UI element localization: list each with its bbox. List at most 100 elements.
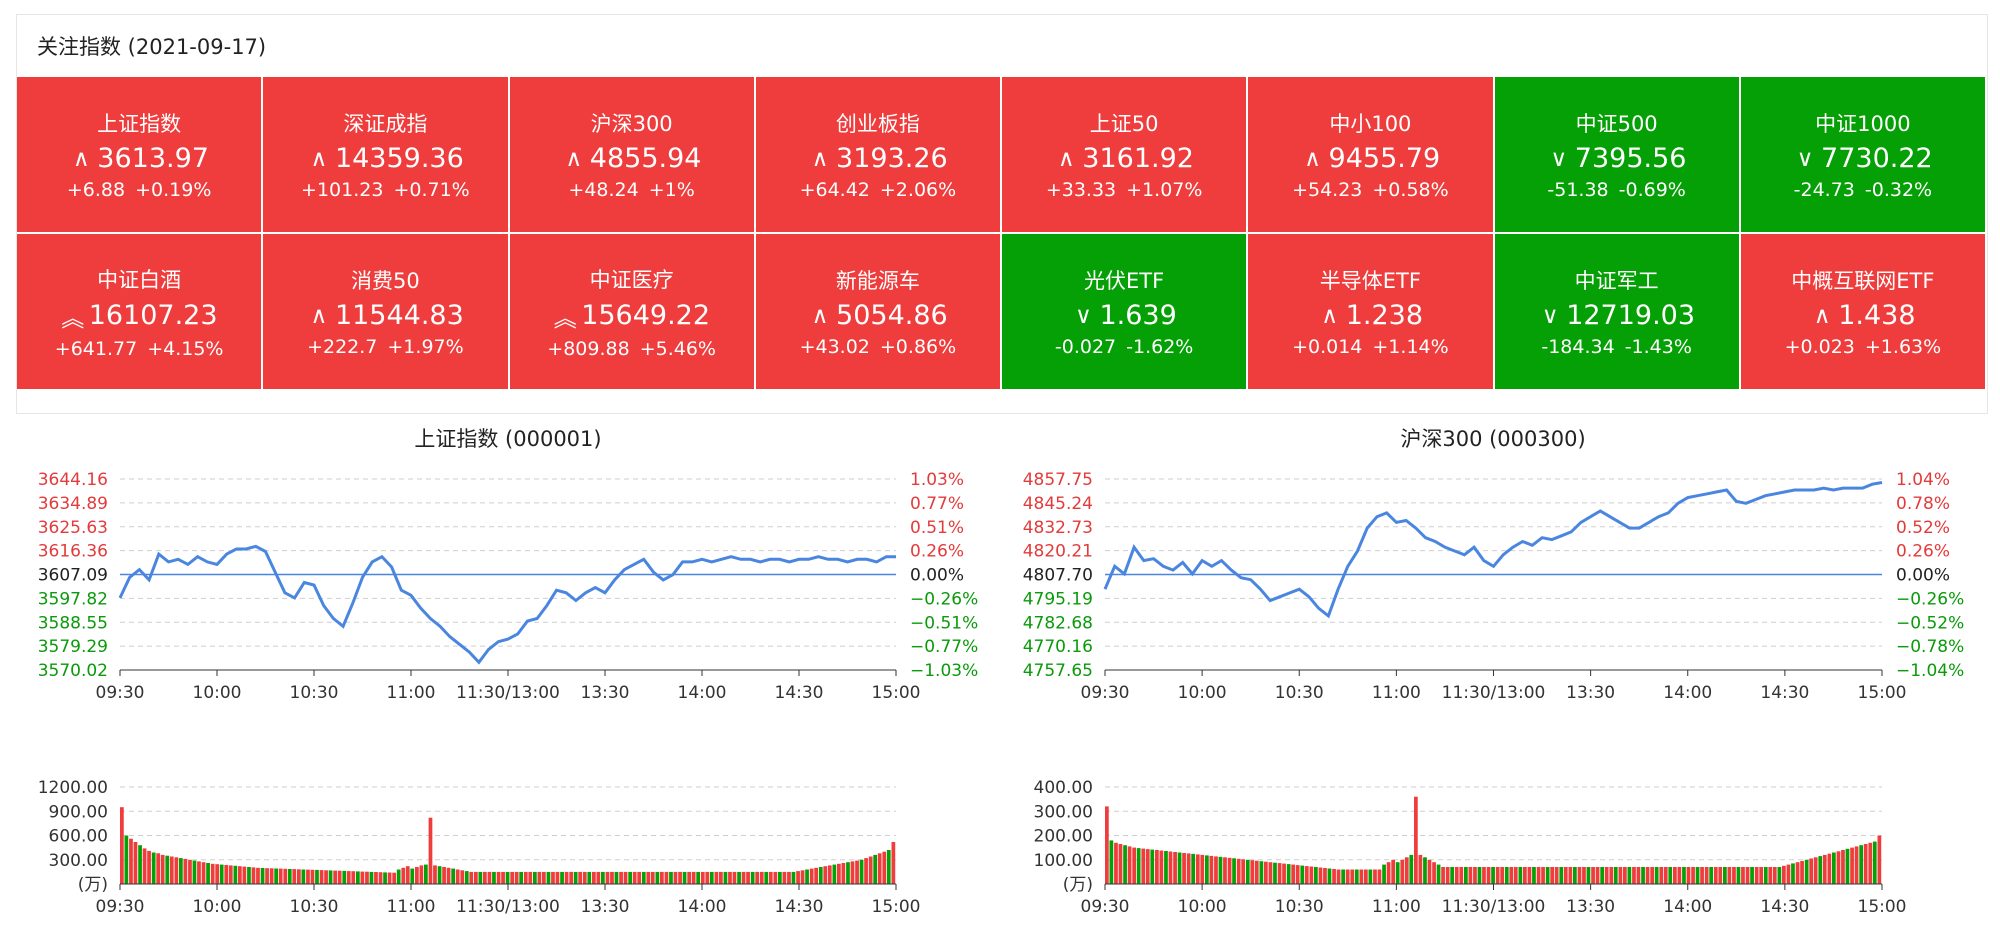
- index-price-row: ∧ 14359.36: [307, 143, 464, 174]
- volume-bar: [1509, 867, 1514, 884]
- volume-bar: [1359, 869, 1364, 884]
- y-tick-label: 4795.19: [1023, 589, 1093, 609]
- volume-bar: [578, 871, 583, 884]
- index-tile[interactable]: 中证白酒 ︽ 16107.23 +641.77 +4.15%: [17, 234, 264, 391]
- index-price-row: ∧ 11544.83: [307, 300, 464, 331]
- volume-bar: [437, 866, 442, 884]
- index-change: +6.88: [66, 179, 126, 201]
- index-tile[interactable]: 中证500 ∨ 7395.56 -51.38 -0.69%: [1494, 77, 1741, 234]
- volume-bar: [1200, 854, 1205, 884]
- volume-bar: [569, 871, 574, 884]
- volume-bar: [274, 868, 279, 884]
- volume-bar: [1105, 806, 1109, 884]
- volume-bar: [1741, 867, 1745, 884]
- volume-bar: [1677, 867, 1682, 884]
- volume-bar: [247, 867, 251, 884]
- volume-bar: [1191, 853, 1196, 884]
- volume-bar: [1695, 867, 1700, 884]
- volume-bar: [809, 868, 814, 884]
- volume-bar: [805, 869, 809, 884]
- index-change: -24.73: [1793, 179, 1855, 201]
- volume-bar: [124, 835, 129, 884]
- volume-bar: [260, 868, 265, 884]
- index-price: 3193.26: [836, 143, 948, 174]
- up-arrow-icon: ∧: [811, 302, 829, 329]
- volume-bar: [319, 870, 324, 884]
- y-tick-label: 3579.29: [38, 637, 108, 657]
- volume-bar: [519, 871, 524, 884]
- volume-bar: [1541, 867, 1545, 884]
- index-grid: 上证指数 ∧ 3613.97 +6.88 +0.19% 深证成指 ∧ 14359.…: [17, 77, 1987, 391]
- y-tick-label: 4757.65: [1023, 661, 1093, 681]
- index-change-row: +222.7 +1.97%: [302, 336, 469, 358]
- volume-bar: [251, 867, 256, 884]
- index-tile[interactable]: 深证成指 ∧ 14359.36 +101.23 +0.71%: [263, 77, 510, 234]
- y-tick-pct-label: −0.77%: [910, 637, 978, 657]
- index-tile[interactable]: 中概互联网ETF ∧ 1.438 +0.023 +1.63%: [1740, 234, 1987, 391]
- index-tile[interactable]: 上证50 ∧ 3161.92 +33.33 +1.07%: [1002, 77, 1249, 234]
- volume-bar: [374, 872, 378, 884]
- volume-bar: [1536, 867, 1541, 884]
- volume-bar: [206, 863, 210, 884]
- index-change-row: +101.23 +0.71%: [296, 179, 475, 201]
- y-tick-label: 3607.09: [38, 566, 108, 586]
- volume-bar: [655, 871, 660, 884]
- volume-bar: [1377, 869, 1382, 884]
- index-change-row: -0.027 -1.62%: [1050, 336, 1198, 358]
- index-name: 上证50: [1089, 112, 1159, 136]
- volume-bar: [1872, 841, 1877, 884]
- up-arrow-icon: ∧: [1057, 145, 1075, 172]
- y-tick-pct-label: 0.26%: [1896, 542, 1950, 562]
- volume-bar: [120, 807, 124, 884]
- volume-bar: [1654, 867, 1659, 884]
- index-tile[interactable]: 中小100 ∧ 9455.79 +54.23 +0.58%: [1248, 77, 1495, 234]
- index-change-row: +641.77 +4.15%: [50, 338, 229, 360]
- index-tile[interactable]: 中证军工 ∨ 12719.03 -184.34 -1.43%: [1494, 234, 1741, 391]
- volume-bar: [1254, 860, 1259, 884]
- index-tile[interactable]: 上证指数 ∧ 3613.97 +6.88 +0.19%: [17, 77, 264, 234]
- index-tile[interactable]: 半导体ETF ∧ 1.238 +0.014 +1.14%: [1248, 234, 1495, 391]
- volume-bar: [632, 871, 637, 884]
- chart-title: 沪深300 (000300): [1400, 427, 1585, 451]
- volume-bar: [778, 871, 782, 884]
- x-tick-label: 13:30: [1566, 683, 1615, 703]
- volume-bar: [424, 864, 428, 884]
- index-tile[interactable]: 光伏ETF ∨ 1.639 -0.027 -1.62%: [1002, 234, 1249, 391]
- volume-bar: [1495, 867, 1500, 884]
- index-price-row: ∧ 1.438: [1810, 300, 1916, 331]
- y-tick-pct-label: −0.26%: [910, 589, 978, 609]
- index-price-row: ∧ 3613.97: [69, 143, 209, 174]
- index-tile[interactable]: 沪深300 ∧ 4855.94 +48.24 +1%: [509, 77, 756, 234]
- index-change-pct: +1%: [648, 179, 695, 201]
- volume-bar: [818, 867, 823, 884]
- volume-bar: [179, 858, 183, 884]
- volume-bar: [1368, 869, 1373, 884]
- index-tile[interactable]: 新能源车 ∧ 5054.86 +43.02 +0.86%: [755, 234, 1002, 391]
- index-tile[interactable]: 消费50 ∧ 11544.83 +222.7 +1.97%: [263, 234, 510, 391]
- up-arrow-icon: ∧: [811, 145, 829, 172]
- index-price: 1.238: [1345, 300, 1424, 331]
- volume-bar: [1809, 858, 1814, 884]
- volume-bar: [238, 866, 242, 884]
- volume-bar: [1518, 867, 1523, 884]
- x-tick-label: 14:30: [775, 897, 824, 917]
- volume-bar: [1836, 851, 1841, 884]
- volume-bar: [192, 860, 197, 884]
- index-tile[interactable]: 创业板指 ∧ 3193.26 +64.42 +2.06%: [755, 77, 1002, 234]
- volume-bar: [877, 853, 882, 884]
- y-tick-pct-label: −0.51%: [910, 613, 978, 633]
- volume-bar: [1563, 867, 1568, 884]
- volume-bar: [283, 868, 288, 884]
- volume-bar: [1804, 859, 1809, 885]
- volume-bar: [619, 871, 623, 884]
- volume-bar: [301, 869, 306, 884]
- volume-bar: [1404, 857, 1409, 884]
- index-tile[interactable]: 中证1000 ∨ 7730.22 -24.73 -0.32%: [1740, 77, 1987, 234]
- volume-bar: [551, 871, 555, 884]
- y-tick-label: 3597.82: [38, 589, 108, 609]
- index-tile[interactable]: 中证医疗 ︽ 15649.22 +809.88 +5.46%: [509, 234, 756, 391]
- volume-bar: [265, 868, 269, 884]
- volume-bar: [678, 871, 682, 884]
- x-tick-label: 10:30: [1275, 897, 1324, 917]
- volume-bar: [1800, 861, 1804, 884]
